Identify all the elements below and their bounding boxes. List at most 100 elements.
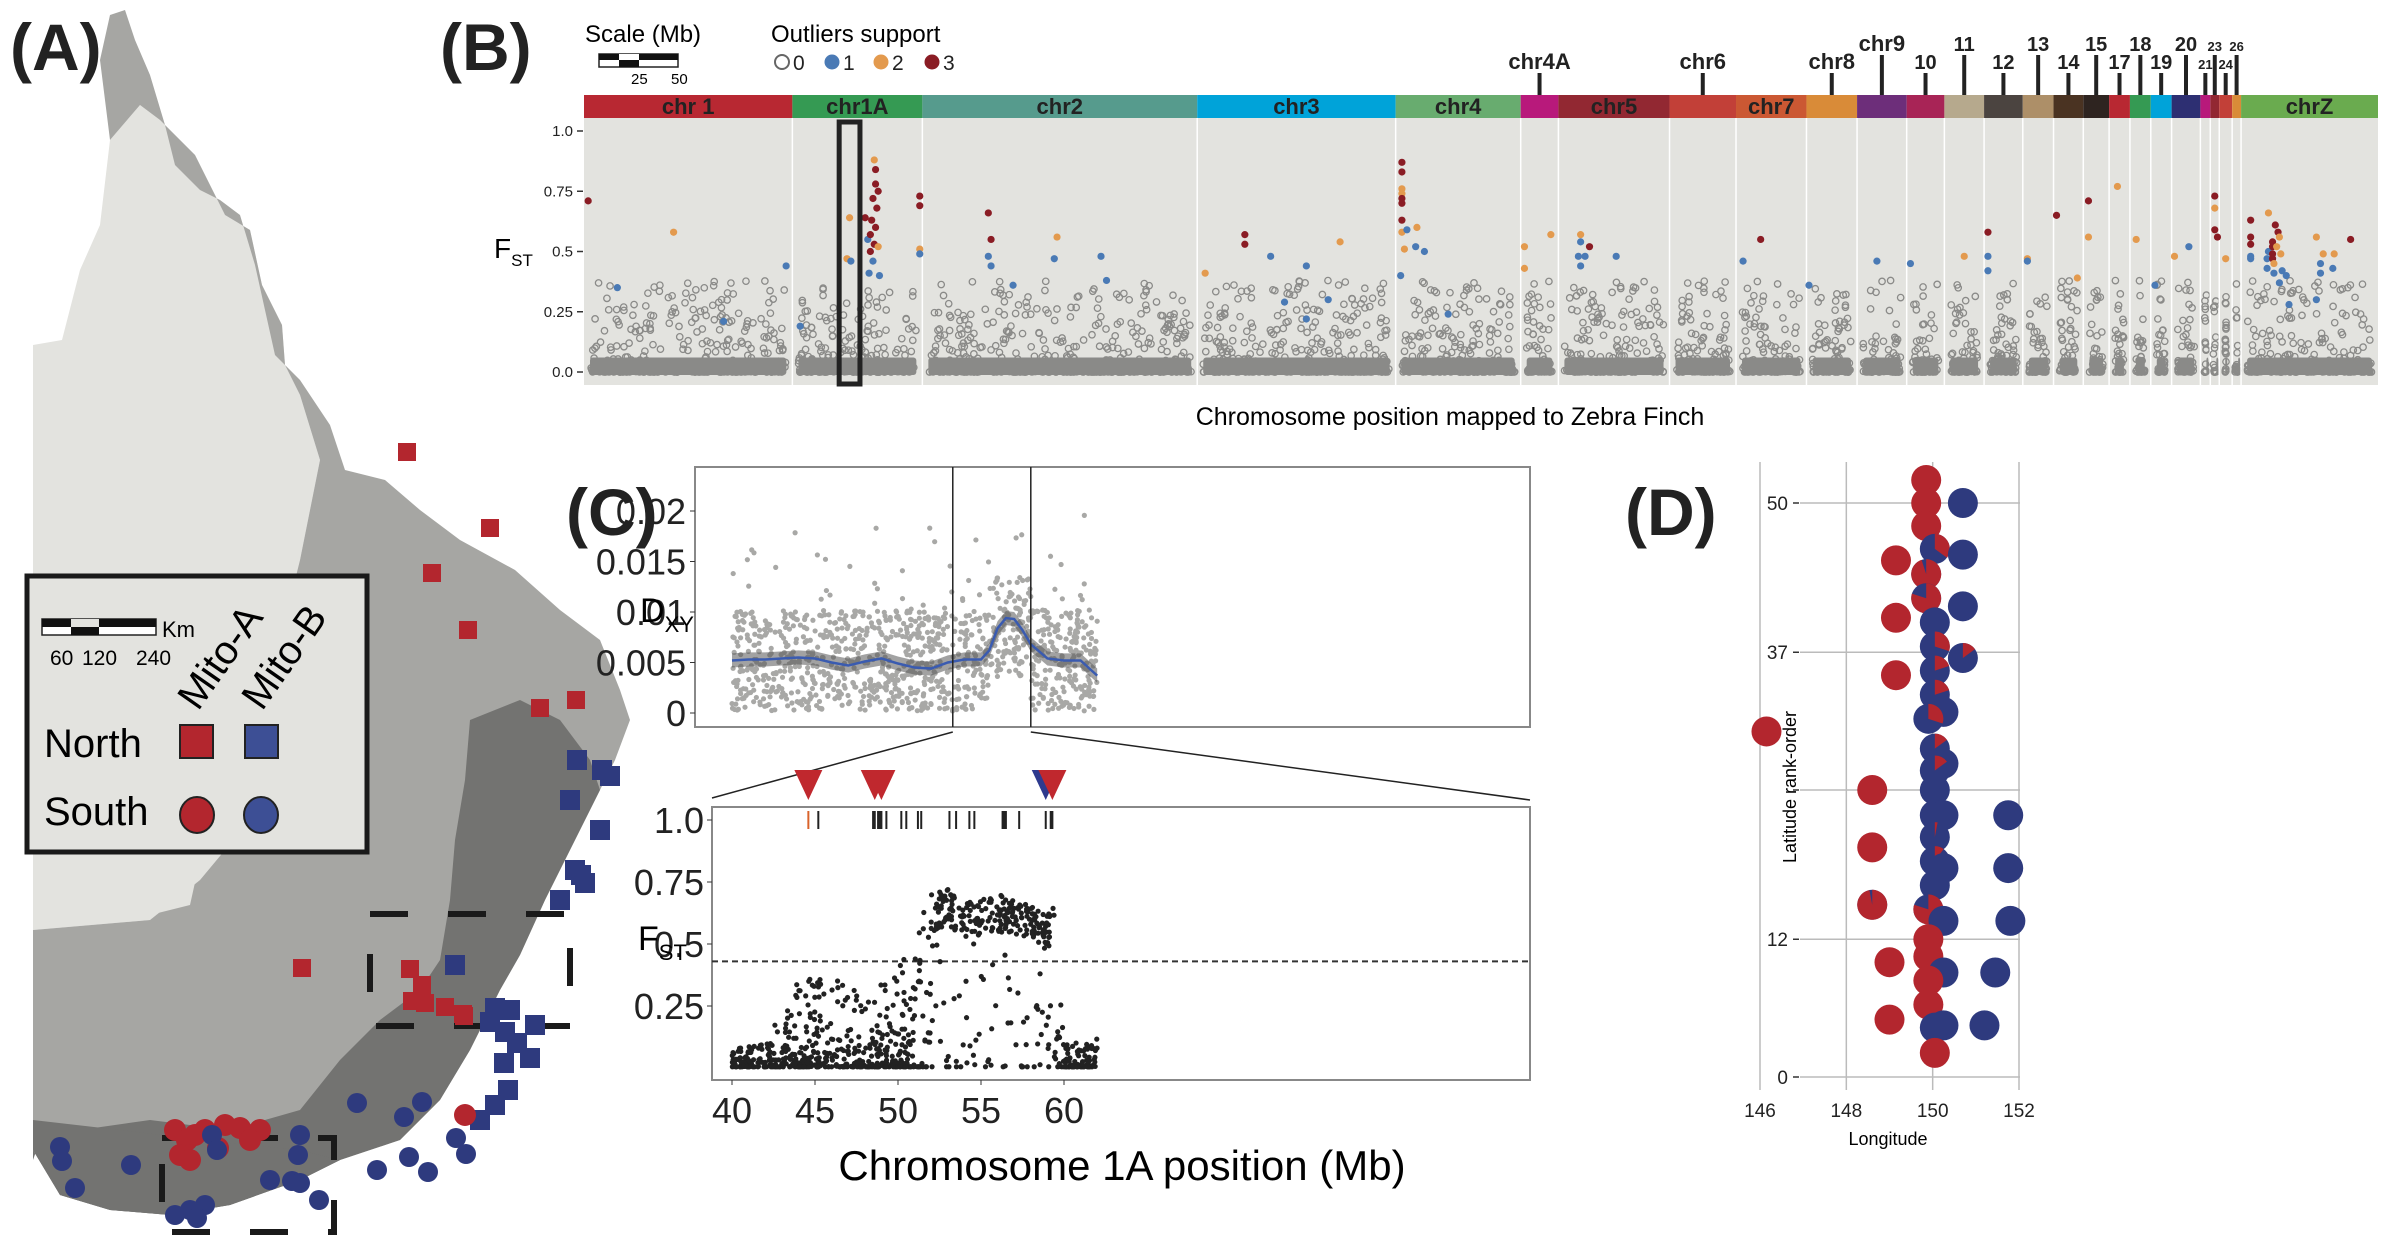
snp-point <box>2058 326 2066 335</box>
snp-point <box>1655 345 1663 353</box>
outlier-point <box>874 243 882 251</box>
fst-point <box>834 978 841 984</box>
snp-point <box>1147 340 1155 348</box>
snp-point <box>743 316 752 325</box>
snp-point <box>1753 277 1762 286</box>
snp-point <box>1464 284 1473 293</box>
dxy-point <box>1016 595 1023 602</box>
map-sample-north-mito-b <box>525 1015 545 1035</box>
fst-point <box>895 1052 902 1058</box>
snp-point <box>1230 281 1238 289</box>
fst-point <box>797 1049 803 1056</box>
snp-point <box>908 292 917 300</box>
snp-point <box>606 282 614 290</box>
chromosome-label: chr 1 <box>662 94 715 119</box>
map-scale-tick: 120 <box>82 647 117 670</box>
fst-point <box>963 933 969 939</box>
manhattan-plot-area <box>584 118 2378 387</box>
snp-point <box>1027 342 1036 351</box>
snp-point <box>1565 294 1574 302</box>
chromosome-label: chr7 <box>1748 94 1794 119</box>
outlier-point <box>782 262 790 270</box>
dxy-point <box>1082 682 1088 689</box>
legend-south-mito-b-circle <box>243 796 279 834</box>
snp-point <box>689 305 698 314</box>
dxy-point <box>762 703 768 709</box>
snp-point <box>2058 336 2067 345</box>
map-sample-south-mito-b <box>121 1155 141 1175</box>
snp-point <box>2009 279 2018 288</box>
snp-point <box>1879 337 1888 346</box>
y-tick-label: 1.0 <box>552 123 573 140</box>
snp-point <box>2114 301 2123 310</box>
snp-point <box>1496 300 1505 309</box>
snp-point <box>1835 317 1844 326</box>
fst-point <box>869 1027 875 1033</box>
snp-point <box>908 336 917 345</box>
dxy-point <box>819 686 825 692</box>
dxy-point <box>859 627 865 634</box>
map-inland-region-south <box>33 850 200 925</box>
snp-point <box>1633 349 1642 357</box>
snp-point <box>1645 304 1654 313</box>
map-sample-south-mito-b <box>65 1178 85 1198</box>
outlier-point <box>987 262 995 270</box>
dxy-point <box>760 673 767 679</box>
outlier-point <box>2316 269 2325 277</box>
dxy-point <box>1063 636 1069 642</box>
dxy-point <box>912 697 918 703</box>
snp-point <box>1469 337 1477 345</box>
dxy-point <box>750 623 756 629</box>
snp-point <box>1058 334 1066 342</box>
snp-point <box>879 343 888 352</box>
dxy-point <box>1042 667 1048 673</box>
snp-point <box>1587 349 1596 358</box>
snp-point <box>1685 292 1693 301</box>
outlier-point <box>613 284 621 292</box>
snp-point <box>1161 324 1170 333</box>
snp-point <box>1759 348 1768 357</box>
map-sample-north-mito-b <box>560 790 580 810</box>
outlier-point <box>1241 240 1249 248</box>
dxy-point <box>1023 597 1029 604</box>
snp-point <box>828 325 836 334</box>
dxy-point <box>757 627 763 633</box>
outlier-point <box>1398 199 1406 207</box>
dxy-point <box>1067 702 1073 708</box>
dxy-point <box>1067 678 1073 684</box>
outlier-point <box>2316 259 2325 268</box>
dxy-point <box>920 602 926 608</box>
chromosome-band <box>1984 95 2023 118</box>
snp-point <box>1992 326 2001 334</box>
dxy-point <box>976 592 983 598</box>
snp-point <box>1359 295 1368 303</box>
map-sample-south-mito-b <box>347 1093 367 1113</box>
y-tick-label: 0.005 <box>596 643 686 684</box>
dxy-point <box>844 625 850 632</box>
snp-point <box>798 296 807 305</box>
dxy-point <box>837 616 843 622</box>
dxy-point <box>735 619 741 625</box>
dxy-point <box>1059 613 1065 619</box>
snp-point <box>1451 310 1460 319</box>
dxy-point <box>790 623 796 629</box>
chromosome-above-label: 11 <box>1954 34 1975 56</box>
map-sample-south-mito-a <box>239 1129 261 1151</box>
snp-point <box>1493 346 1502 355</box>
outlier-point <box>2273 243 2281 251</box>
snp-point <box>1053 305 1061 313</box>
snp-point <box>1811 284 1820 293</box>
snp-point <box>1795 294 1803 303</box>
map-sample-points <box>50 443 620 1228</box>
snp-point <box>1004 328 1012 336</box>
dxy-point <box>1075 607 1081 614</box>
snp-point <box>2034 341 2043 350</box>
snp-point <box>1290 291 1299 300</box>
snp-point <box>966 310 975 319</box>
snp-point <box>1869 348 1877 356</box>
dxy-point <box>1038 638 1044 644</box>
outlier-point <box>2132 235 2140 244</box>
snp-point <box>1272 325 1281 334</box>
snp-point <box>1441 324 1450 332</box>
snp-point <box>775 346 784 355</box>
